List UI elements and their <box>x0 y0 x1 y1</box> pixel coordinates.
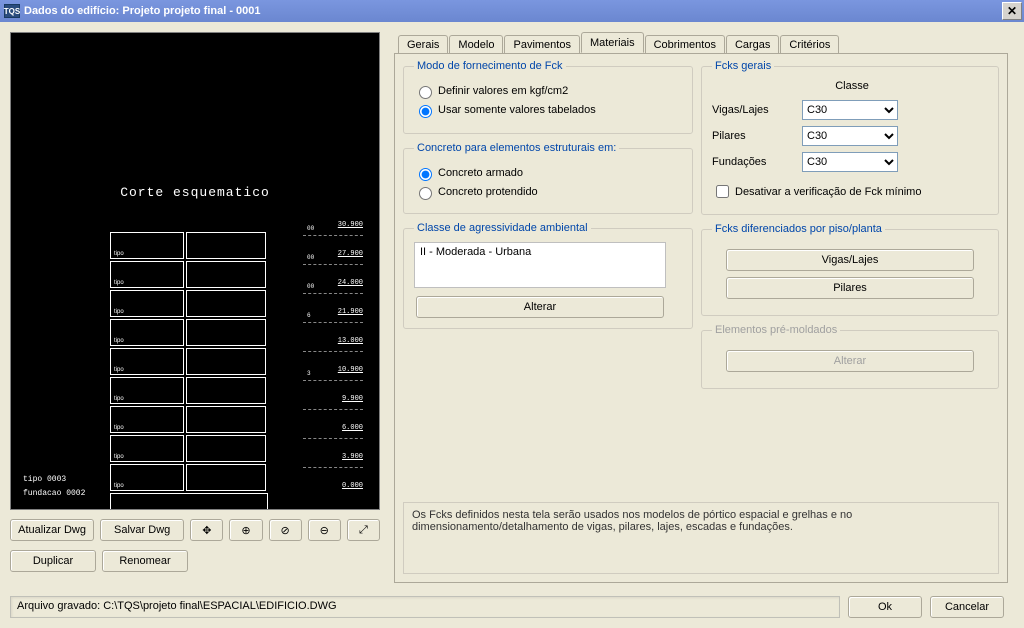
close-button[interactable]: ✕ <box>1002 2 1022 20</box>
building-outline: tipo tipo tipo tipo tipo tipo tipo tipo … <box>109 231 277 510</box>
status-path: Arquivo gravado: C:\TQS\projeto final\ES… <box>10 596 840 618</box>
pan-icon[interactable]: ✥ <box>190 519 223 541</box>
window-body: Corte esquematico tipo tipo tipo tipo ti… <box>0 22 1024 628</box>
info-text: Os Fcks definidos nesta tela serão usado… <box>403 502 999 574</box>
tab-criterios[interactable]: Critérios <box>780 35 839 54</box>
group-legend: Fcks diferenciados por piso/planta <box>712 223 885 235</box>
check-desativar-fck[interactable]: Desativar a verificação de Fck mínimo <box>712 182 988 201</box>
app-icon: TQS <box>4 4 20 18</box>
right-panel: Gerais Modelo Pavimentos Materiais Cobri… <box>394 32 1008 583</box>
preview-footer: tipo 0003 fundacao 0002 <box>23 473 85 501</box>
radio-concreto-protendido[interactable]: Concreto protendido <box>414 184 682 200</box>
dwg-preview: Corte esquematico tipo tipo tipo tipo ti… <box>10 32 380 510</box>
tab-cobrimentos[interactable]: Cobrimentos <box>645 35 725 54</box>
group-premoldados: Elementos pré-moldados Alterar <box>701 324 999 389</box>
radio-definir-kgfcm2[interactable]: Definir valores em kgf/cm2 <box>414 83 682 99</box>
floor-label: tipo <box>114 338 124 344</box>
tab-modelo[interactable]: Modelo <box>449 35 503 54</box>
group-legend: Elementos pré-moldados <box>712 324 840 336</box>
floor-label: tipo <box>114 425 124 431</box>
alterar-premoldados-button: Alterar <box>726 350 974 372</box>
left-panel: Corte esquematico tipo tipo tipo tipo ti… <box>10 32 380 572</box>
group-fcks-piso: Fcks diferenciados por piso/planta Vigas… <box>701 223 999 316</box>
duplicar-button[interactable]: Duplicar <box>10 550 96 572</box>
preview-title: Corte esquematico <box>11 185 379 200</box>
group-legend: Concreto para elementos estruturais em: <box>414 142 619 154</box>
titlebar: TQS Dados do edifício: Projeto projeto f… <box>0 0 1024 22</box>
floor-label: tipo <box>114 396 124 402</box>
zoom-window-icon[interactable]: ⊘ <box>269 519 302 541</box>
zoom-out-icon[interactable]: ⊖ <box>308 519 341 541</box>
zoom-in-icon[interactable]: ⊕ <box>229 519 262 541</box>
renomear-button[interactable]: Renomear <box>102 550 188 572</box>
group-legend: Classe de agressividade ambiental <box>414 222 591 234</box>
combo-pilares[interactable]: C30 <box>802 126 898 146</box>
pilares-piso-button[interactable]: Pilares <box>726 277 974 299</box>
floor-label: tipo <box>114 280 124 286</box>
classe-header: Classe <box>802 80 902 92</box>
group-classe-ambiental: Classe de agressividade ambiental II - M… <box>403 222 693 329</box>
combo-fundacoes[interactable]: C30 <box>802 152 898 172</box>
floor-label: tipo <box>114 454 124 460</box>
dimension-column: 0030.900 0027.900 0024.000 621.900 13.00… <box>303 221 363 510</box>
combo-vigas-lajes[interactable]: C30 <box>802 100 898 120</box>
tab-cargas[interactable]: Cargas <box>726 35 779 54</box>
classe-ambiental-value: II - Moderada - Urbana <box>414 242 666 288</box>
tab-page-materiais: Modo de fornecimento de Fck Definir valo… <box>394 53 1008 583</box>
alterar-classe-button[interactable]: Alterar <box>416 296 664 318</box>
tab-materiais[interactable]: Materiais <box>581 32 644 53</box>
group-modo-fck: Modo de fornecimento de Fck Definir valo… <box>403 60 693 134</box>
zoom-extents-icon[interactable]: ⤢ <box>347 519 380 541</box>
floor-label: tipo <box>114 483 124 489</box>
window-title: Dados do edifício: Projeto projeto final… <box>24 5 1002 17</box>
preview-footer-line: tipo 0003 <box>23 473 85 487</box>
group-fcks-gerais: Fcks gerais Classe Vigas/Lajes C30 Pilar… <box>701 60 999 215</box>
group-concreto: Concreto para elementos estruturais em: … <box>403 142 693 214</box>
vigas-lajes-piso-button[interactable]: Vigas/Lajes <box>726 249 974 271</box>
floor-label: tipo <box>114 367 124 373</box>
salvar-dwg-button[interactable]: Salvar Dwg <box>100 519 184 541</box>
label-vigas-lajes: Vigas/Lajes <box>712 104 802 116</box>
label-fundacoes: Fundações <box>712 156 802 168</box>
radio-tabelados[interactable]: Usar somente valores tabelados <box>414 102 682 118</box>
ok-button[interactable]: Ok <box>848 596 922 618</box>
dialog-buttons: Ok Cancelar <box>848 596 1004 618</box>
tab-pavimentos[interactable]: Pavimentos <box>504 35 579 54</box>
floor-label: tipo <box>114 309 124 315</box>
tab-gerais[interactable]: Gerais <box>398 35 448 54</box>
footer-row: Arquivo gravado: C:\TQS\projeto final\ES… <box>10 596 1004 618</box>
radio-concreto-armado[interactable]: Concreto armado <box>414 165 682 181</box>
group-legend: Modo de fornecimento de Fck <box>414 60 566 72</box>
floor-label: tipo <box>114 251 124 257</box>
group-legend: Fcks gerais <box>712 60 774 72</box>
atualizar-dwg-button[interactable]: Atualizar Dwg <box>10 519 94 541</box>
cancel-button[interactable]: Cancelar <box>930 596 1004 618</box>
tab-strip: Gerais Modelo Pavimentos Materiais Cobri… <box>398 32 1008 53</box>
preview-footer-line: fundacao 0002 <box>23 487 85 501</box>
label-pilares: Pilares <box>712 130 802 142</box>
